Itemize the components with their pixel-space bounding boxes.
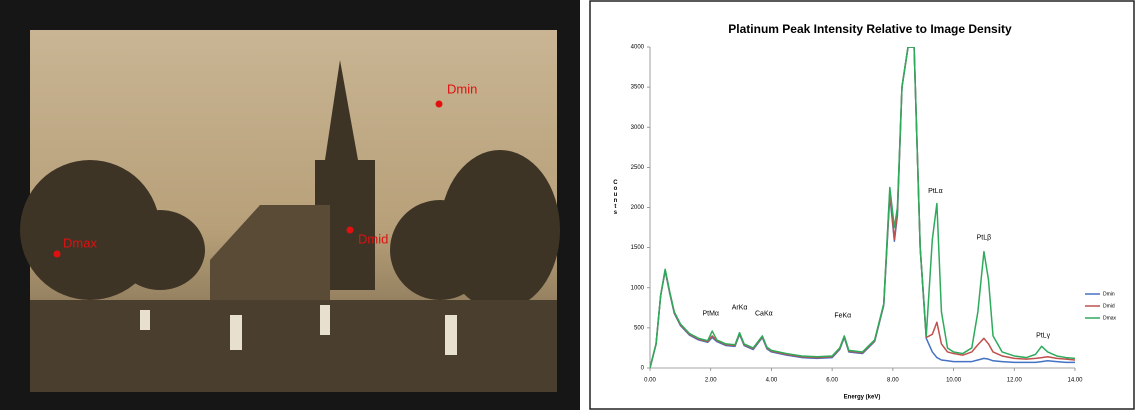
x-tick-label: 2.00 [705, 378, 717, 384]
y-axis-label: Counts [612, 180, 618, 216]
chart-frame [589, 0, 1135, 410]
x-tick-label: 4.00 [766, 378, 778, 384]
y-tick-label: 1000 [631, 285, 645, 291]
y-tick-label: 1500 [631, 245, 645, 251]
y-tick-label: 0 [641, 366, 645, 372]
annotation: FeKα [834, 312, 851, 319]
y-tick-label: 4000 [631, 45, 645, 51]
photo-label: Dmin [447, 81, 477, 96]
y-tick-label: 3000 [631, 125, 645, 131]
annotation: ArKα [732, 304, 748, 311]
legend-label: Dmax [1103, 315, 1117, 321]
y-tick-label: 500 [634, 325, 645, 331]
y-tick-label: 2000 [631, 205, 645, 211]
series-line [650, 47, 1075, 369]
photo-label: Dmid [358, 231, 388, 246]
x-tick-label: 8.00 [887, 378, 899, 384]
annotation: PtLβ [977, 234, 992, 241]
y-tick-label: 2500 [631, 165, 645, 171]
annotation: PtLα [928, 188, 943, 195]
annotation: PtLγ [1036, 332, 1051, 339]
point-marker [53, 250, 61, 258]
y-tick-label: 3500 [631, 85, 645, 91]
point-marker [346, 226, 354, 234]
photo-label: Dmax [63, 235, 97, 250]
chart-title: Platinum Peak Intensity Relative to Imag… [728, 22, 1012, 36]
x-tick-label: 14.00 [1067, 378, 1083, 384]
x-tick-label: 0.00 [644, 378, 656, 384]
legend-label: Dmin [1103, 291, 1115, 297]
plot-area [650, 47, 1075, 369]
x-tick-label: 12.00 [1007, 378, 1023, 384]
legend-label: Dmid [1103, 303, 1115, 309]
x-axis-label: Energy (keV) [844, 395, 881, 401]
photo-scene [20, 60, 560, 392]
annotation: CaKα [755, 311, 773, 318]
gravestones [140, 305, 457, 355]
annotation: PtMα [702, 311, 719, 318]
x-tick-label: 6.00 [826, 378, 838, 384]
x-tick-label: 10.00 [946, 378, 962, 384]
point-marker [435, 100, 443, 108]
photo-panel: Dmin Dmid Dmax [0, 0, 580, 410]
